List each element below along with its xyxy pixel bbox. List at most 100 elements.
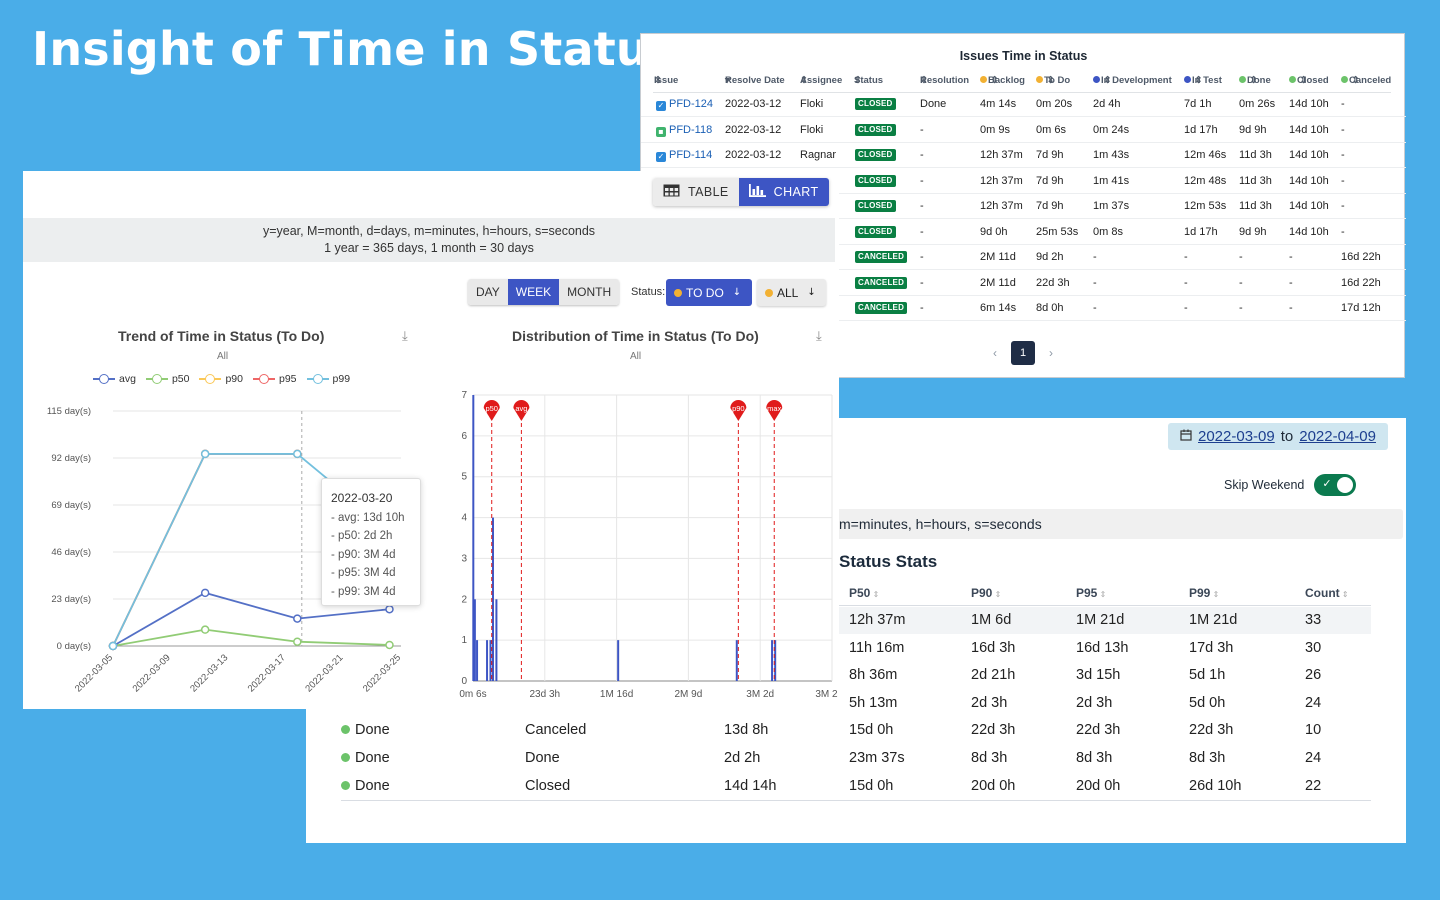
resolution-cell: - <box>920 123 924 136</box>
todo-cell: 22d 3h <box>1036 276 1070 289</box>
issue-row[interactable]: ▪ PFD-118 CLOSED 2022-03-12 Floki - 0m 9s 0m 6s… <box>641 118 1406 143</box>
x-tick-label: 2022-03-21 <box>303 652 345 694</box>
y-tick-label: 4 <box>461 513 467 524</box>
issue-key-link[interactable]: ✓ PFD-114 <box>656 149 713 162</box>
col-resolution[interactable]: Resolution ⇕ <box>920 75 970 86</box>
x-tick-label: 3M 2d <box>746 689 774 700</box>
histogram-bar <box>774 640 777 681</box>
date-from[interactable]: 2022-03-09 <box>1198 428 1275 445</box>
from-status-cell: Canceled <box>525 722 587 739</box>
download-icon[interactable]: ⤓ <box>402 329 408 344</box>
issues-time-in-status-panel: Issues Time in Status Issue ⇕ Resolve Da… <box>640 33 1406 378</box>
tooltip-line-p99: - p99: 3M 4d <box>331 585 396 598</box>
status-lozenge: CLOSED <box>855 98 896 110</box>
col-assignee[interactable]: Assignee ⇕ <box>800 75 843 86</box>
in-test-cell: 12m 46s <box>1184 149 1227 161</box>
issue-row[interactable]: CANCELED -6m 14s 8d 0h - - - -17d 12h <box>641 296 1406 321</box>
col-resolve-date[interactable]: Resolve Date ▾ <box>725 75 785 86</box>
download-icon[interactable]: ⤓ <box>816 329 822 344</box>
backlog-cell: 12h 37m <box>980 149 1023 161</box>
in-dev-cell: - <box>1093 276 1097 289</box>
backlog-cell: 6m 14s <box>980 302 1017 314</box>
issue-row[interactable]: CANCELED -2M 11d 9d 2h - - - -16d 22h <box>641 245 1406 270</box>
canceled-cell: - <box>1341 98 1345 110</box>
col-canceled[interactable]: Canceled ⇕ <box>1341 75 1391 86</box>
date-to[interactable]: 2022-04-09 <box>1299 428 1376 445</box>
prev-page-icon[interactable]: ‹ <box>993 346 997 360</box>
issue-key-link[interactable]: ✓ PFD-124 <box>656 98 714 111</box>
arrow-down-icon: ↓ <box>732 287 742 298</box>
distribution-chart[interactable]: 0 1 2 3 4 5 6 7 0m 6s 23d 3h 1M 16d 2M 9d 3M 2d 3M 25… <box>438 379 838 714</box>
table-view-label: TABLE <box>688 185 729 199</box>
issue-row[interactable]: CLOSED - 12h 37m 7d 9h 1m 37s 12m 53s 11d 3h 14… <box>641 194 1406 219</box>
granularity-month-button[interactable]: MONTH <box>559 279 620 305</box>
skip-weekend-toggle[interactable] <box>1314 474 1357 496</box>
status-lozenge: CLOSED <box>855 123 896 136</box>
col-backlog[interactable]: Backlog ⇕ <box>980 75 1025 86</box>
legend-p50[interactable]: p50 <box>145 373 189 385</box>
x-tick-label: 2022-03-17 <box>246 652 288 694</box>
col-p95[interactable]: P95 <box>1076 586 1106 600</box>
filter-select[interactable]: ALL ↓ <box>757 279 826 306</box>
issue-row[interactable]: CLOSED - 9d 0h 25m 53s 0m 8s 1d 17h 9d 9h 14d 1… <box>641 220 1406 245</box>
done-cell: 11d 3h <box>1239 149 1272 161</box>
backlog-cell: 0m 9s <box>980 123 1010 136</box>
status-stats-title: Status Stats <box>839 552 938 571</box>
status-cell: Done <box>341 778 390 794</box>
marker-label-avg: avg <box>515 404 527 413</box>
status-select[interactable]: TO DO ↓ <box>666 279 752 306</box>
table-view-button[interactable]: TABLE <box>653 178 739 206</box>
col-closed[interactable]: Closed ⇕ <box>1289 75 1329 86</box>
next-page-icon[interactable]: › <box>1049 346 1053 360</box>
filter-select-value: ALL <box>777 285 799 300</box>
legend-p95[interactable]: p95 <box>253 373 297 385</box>
granularity-day-button[interactable]: DAY <box>468 279 508 305</box>
col-in-test[interactable]: In Test ⇕ <box>1184 75 1222 86</box>
col-status[interactable]: Status ⇕ <box>854 75 884 86</box>
col-p50[interactable]: P50 <box>849 586 879 600</box>
issue-row[interactable]: ✓ PFD-114 CLOSED 2022-03-12 Ragnar - 12h 37m 7d… <box>641 143 1406 168</box>
data-point-p50 <box>200 625 210 634</box>
histogram-bar <box>617 640 620 681</box>
col-done[interactable]: Done ⇕ <box>1239 75 1271 86</box>
p90-cell: 1M 6d <box>971 612 1012 628</box>
issue-row[interactable]: ✓ PFD-124 CLOSED 2022-03-12 Floki Done 4m 14s 0… <box>641 92 1406 117</box>
p99-cell: 5d 0h <box>1189 694 1226 711</box>
marker-pin-p50 <box>483 400 500 421</box>
unit-explanation-line1: y=year, M=month, d=days, m=minutes, h=ho… <box>262 224 596 238</box>
issue-key-link[interactable]: ▪ PFD-118 <box>656 124 712 137</box>
resolution-cell: - <box>920 276 924 289</box>
canceled-cell: 17d 12h <box>1341 302 1381 314</box>
issue-row[interactable]: CANCELED -2M 11d 22d 3h - - - -16d 22h <box>641 271 1406 296</box>
stats-table-header: P50 P90 P95 P99 Count <box>306 584 1406 606</box>
legend-avg[interactable]: avg <box>93 373 136 385</box>
avg-cell: 2d 2h <box>724 750 761 766</box>
count-cell: 22 <box>1305 777 1322 794</box>
story-icon: ▪ <box>656 126 666 137</box>
date-to-word: to <box>1280 428 1294 445</box>
legend-p90[interactable]: p90 <box>199 373 243 385</box>
col-count[interactable]: Count <box>1305 586 1349 600</box>
legend-p99[interactable]: p99 <box>306 373 350 385</box>
issue-row[interactable]: CLOSED - 12h 37m 7d 9h 1m 41s 12m 48s 11d 3h 14… <box>641 169 1406 194</box>
col-p90[interactable]: P90 <box>971 586 1001 600</box>
status-cell: Done <box>341 750 390 766</box>
in-test-cell: 1d 17h <box>1184 225 1218 238</box>
stats-header-divider <box>839 605 1371 606</box>
page-1-button[interactable]: 1 <box>1011 341 1035 365</box>
status-select-value: TO DO <box>686 285 724 300</box>
tooltip-date: 2022-03-20 <box>331 491 393 505</box>
todo-cell: 9d 2h <box>1036 251 1064 263</box>
col-p99[interactable]: P99 <box>1189 586 1219 600</box>
col-issue[interactable]: Issue ⇕ <box>654 75 679 86</box>
resolution-cell: - <box>920 149 924 161</box>
chart-view-button[interactable]: CHART <box>738 178 829 206</box>
col-in-development[interactable]: In Development ⇕ <box>1093 75 1172 86</box>
resolve-date-cell: 2022-03-12 <box>725 123 782 136</box>
p90-cell: 2d 3h <box>971 694 1008 711</box>
done-cell: 9d 9h <box>1239 123 1267 136</box>
col-todo[interactable]: To Do ⇕ <box>1036 75 1070 86</box>
granularity-week-button[interactable]: WEEK <box>507 279 560 305</box>
in-test-cell: - <box>1184 251 1188 263</box>
date-range-picker[interactable]: 2022-03-09 to 2022-04-09 <box>1168 423 1388 450</box>
